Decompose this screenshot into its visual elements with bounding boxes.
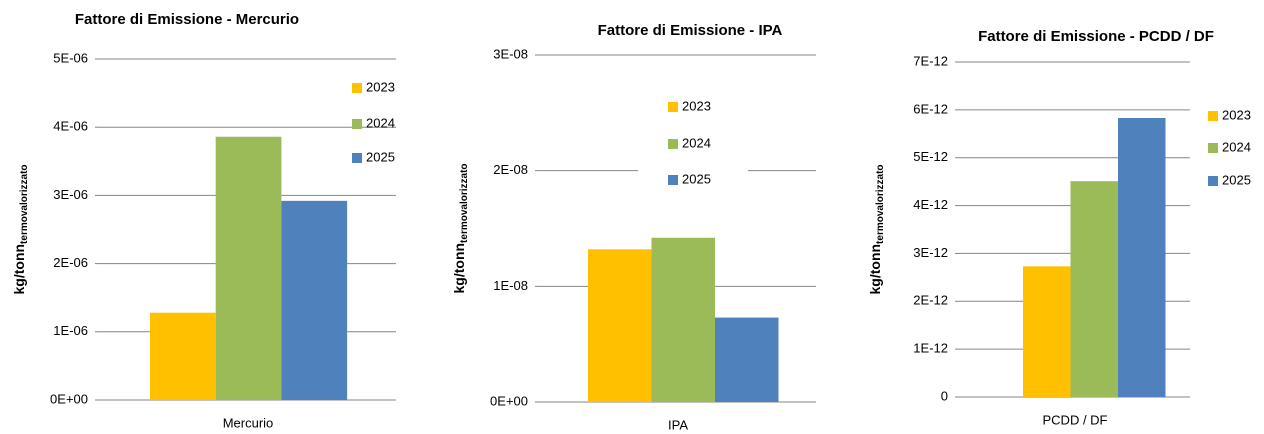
y-tick-label: 2E-08	[493, 162, 528, 177]
legend-background	[638, 93, 748, 194]
legend-swatch	[1208, 176, 1218, 186]
y-axis-label-main: kg/tonn	[11, 244, 27, 295]
y-tick-label: 1E-08	[493, 278, 528, 293]
y-tick-label: 6E-12	[913, 101, 948, 116]
y-tick-label: 4E-06	[53, 119, 88, 134]
y-tick-label: 3E-06	[53, 187, 88, 202]
y-tick-label: 0E+00	[50, 391, 88, 406]
bar	[651, 237, 715, 402]
legend-label: 2025	[366, 149, 395, 164]
bar	[150, 312, 216, 400]
legend-swatch	[668, 175, 678, 185]
legend-label: 2023	[682, 98, 711, 113]
y-tick-label: 2E-06	[53, 255, 88, 270]
y-tick-label: 5E-12	[913, 149, 948, 164]
legend-label: 2023	[1222, 107, 1251, 122]
bar	[1118, 117, 1166, 397]
bar	[1023, 266, 1071, 397]
y-axis-label-sub: termovalorizzato	[875, 164, 886, 243]
y-axis-label: kg/tonntermovalorizzato	[451, 163, 470, 293]
x-tick-label: PCDD / DF	[1043, 412, 1108, 427]
y-axis-label-sub: termovalorizzato	[459, 163, 470, 242]
y-axis-label-sub: termovalorizzato	[19, 164, 30, 243]
legend-swatch	[668, 102, 678, 112]
y-axis-label-main: kg/tonn	[867, 244, 883, 295]
bar	[715, 317, 779, 402]
legend-swatch	[352, 153, 362, 163]
bar	[588, 249, 652, 402]
legend-swatch	[668, 139, 678, 149]
y-tick-label: 5E-06	[53, 50, 88, 65]
y-tick-label: 1E-06	[53, 323, 88, 338]
chart-title: Fattore di Emissione - IPA	[598, 22, 783, 39]
y-axis-label: kg/tonntermovalorizzato	[867, 164, 886, 294]
y-tick-label: 0	[941, 388, 948, 403]
y-tick-label: 0E+00	[490, 393, 528, 408]
y-tick-label: 1E-12	[913, 341, 948, 356]
legend-swatch	[1208, 111, 1218, 121]
y-axis-label: kg/tonntermovalorizzato	[11, 164, 30, 294]
legend-label: 2025	[1222, 172, 1251, 187]
y-tick-label: 4E-12	[913, 197, 948, 212]
legend-swatch	[352, 119, 362, 129]
legend-swatch	[352, 83, 362, 93]
legend-label: 2025	[682, 171, 711, 186]
bar	[1070, 181, 1118, 397]
y-tick-label: 7E-12	[913, 53, 948, 68]
legend-swatch	[1208, 143, 1218, 153]
x-tick-label: IPA	[668, 417, 688, 432]
chart-title: Fattore di Emissione - Mercurio	[75, 11, 299, 28]
legend-label: 2024	[1222, 139, 1251, 154]
legend-label: 2024	[682, 135, 711, 150]
y-tick-label: 2E-12	[913, 293, 948, 308]
bar	[281, 200, 348, 400]
bar	[215, 136, 282, 401]
y-tick-label: 3E-08	[493, 46, 528, 61]
y-tick-label: 3E-12	[913, 245, 948, 260]
x-tick-label: Mercurio	[223, 415, 274, 430]
y-axis-label-main: kg/tonn	[451, 243, 467, 294]
legend-label: 2024	[366, 115, 395, 130]
legend-label: 2023	[366, 79, 395, 94]
chart-title: Fattore di Emissione - PCDD / DF	[978, 28, 1214, 45]
